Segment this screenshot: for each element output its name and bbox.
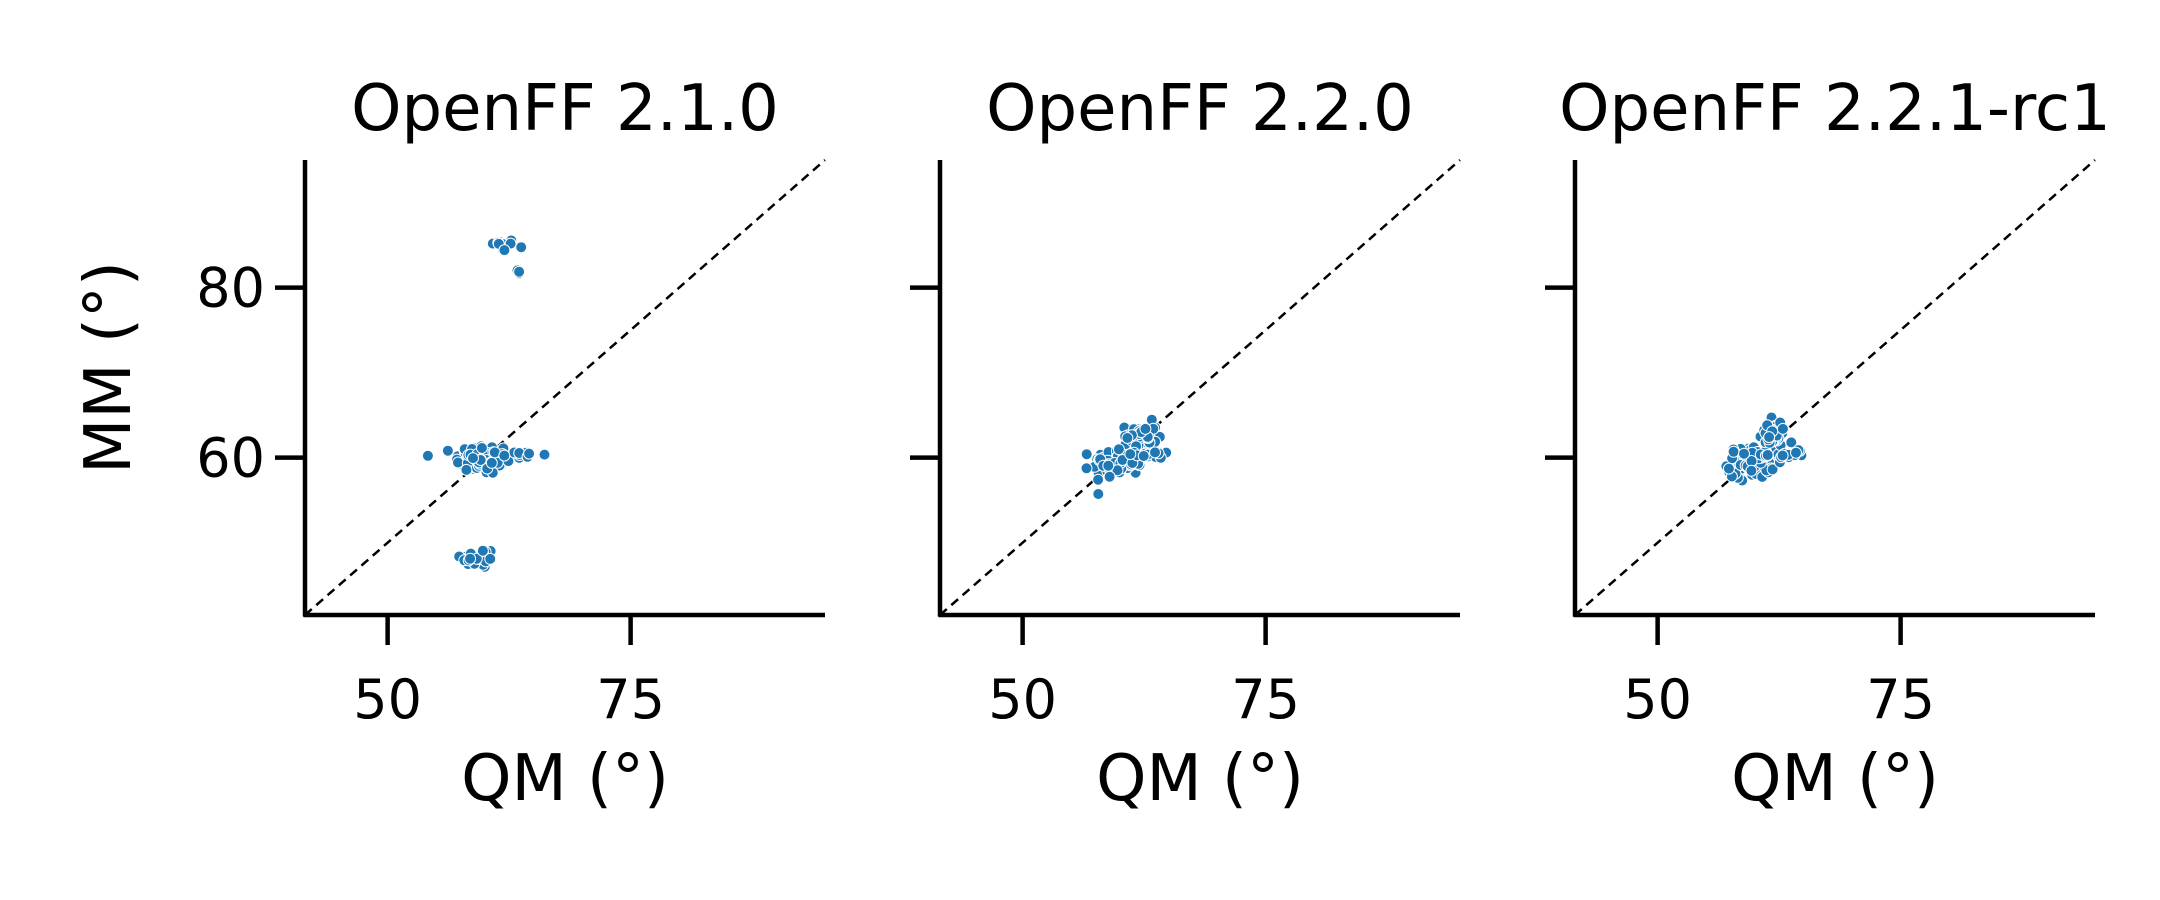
data-point: [484, 552, 497, 565]
data-point: [460, 463, 473, 476]
data-point: [1102, 459, 1115, 472]
data-point: [1137, 450, 1150, 462]
data-point: [1727, 445, 1740, 458]
x-tick-label: 50: [988, 668, 1057, 731]
x-tick-label: 75: [1866, 668, 1935, 731]
scatter-points: [1720, 411, 1808, 487]
data-point: [1080, 448, 1093, 461]
data-point: [513, 265, 526, 278]
x-axis-label: QM (°): [1096, 742, 1304, 816]
data-point: [464, 552, 477, 565]
data-point: [1776, 422, 1789, 435]
data-point: [1722, 462, 1735, 475]
panel-title: OpenFF 2.2.0: [986, 72, 1414, 146]
panel-2: OpenFF 2.2.0 50 75 QM (°): [910, 72, 1461, 816]
data-point: [1139, 422, 1152, 435]
data-point: [1149, 446, 1161, 459]
x-axis-label: QM (°): [461, 742, 669, 816]
data-point: [1121, 432, 1134, 444]
data-point: [1785, 436, 1798, 449]
x-tick-label: 50: [353, 668, 422, 731]
data-point: [476, 544, 489, 557]
data-point: [498, 449, 511, 462]
data-point: [1776, 449, 1789, 462]
panel-title: OpenFF 2.1.0: [351, 72, 779, 146]
y-tick-label: 80: [196, 257, 265, 320]
data-point: [441, 444, 454, 457]
identity-line: [304, 159, 826, 616]
data-point: [538, 448, 551, 461]
data-point: [485, 456, 498, 469]
data-point: [1124, 448, 1137, 461]
data-point: [1092, 473, 1105, 486]
panel-title: OpenFF 2.2.1-rc1: [1559, 72, 2111, 146]
y-tick-label: 60: [196, 427, 265, 490]
data-point: [1080, 462, 1093, 475]
data-point: [1092, 488, 1105, 500]
data-point: [1761, 449, 1774, 461]
x-tick-label: 75: [1231, 668, 1300, 731]
data-point: [421, 449, 434, 462]
data-point: [467, 452, 479, 465]
data-point: [475, 442, 488, 454]
scatter-points: [421, 234, 551, 573]
scatter-points: [1080, 413, 1173, 500]
data-point: [1766, 463, 1779, 476]
y-axis-label: MM (°): [72, 261, 146, 474]
data-point: [515, 241, 528, 254]
data-point: [1790, 446, 1802, 459]
data-point: [1763, 431, 1776, 444]
x-tick-label: 50: [1623, 668, 1692, 731]
identity-line: [939, 159, 1461, 616]
x-tick-label: 75: [596, 668, 665, 731]
panel-3: OpenFF 2.2.1-rc1 50 75 QM (°): [1545, 72, 2111, 816]
data-point: [1103, 470, 1116, 483]
panel-1: OpenFF 2.1.0 50 75 60 80 QM (°) MM (°): [72, 72, 826, 816]
data-point: [523, 447, 536, 460]
data-point: [498, 244, 511, 257]
data-point: [1112, 443, 1125, 456]
x-axis-label: QM (°): [1731, 742, 1939, 816]
data-point: [1745, 464, 1758, 477]
data-point: [1738, 447, 1750, 460]
identity-line: [1574, 159, 2096, 616]
